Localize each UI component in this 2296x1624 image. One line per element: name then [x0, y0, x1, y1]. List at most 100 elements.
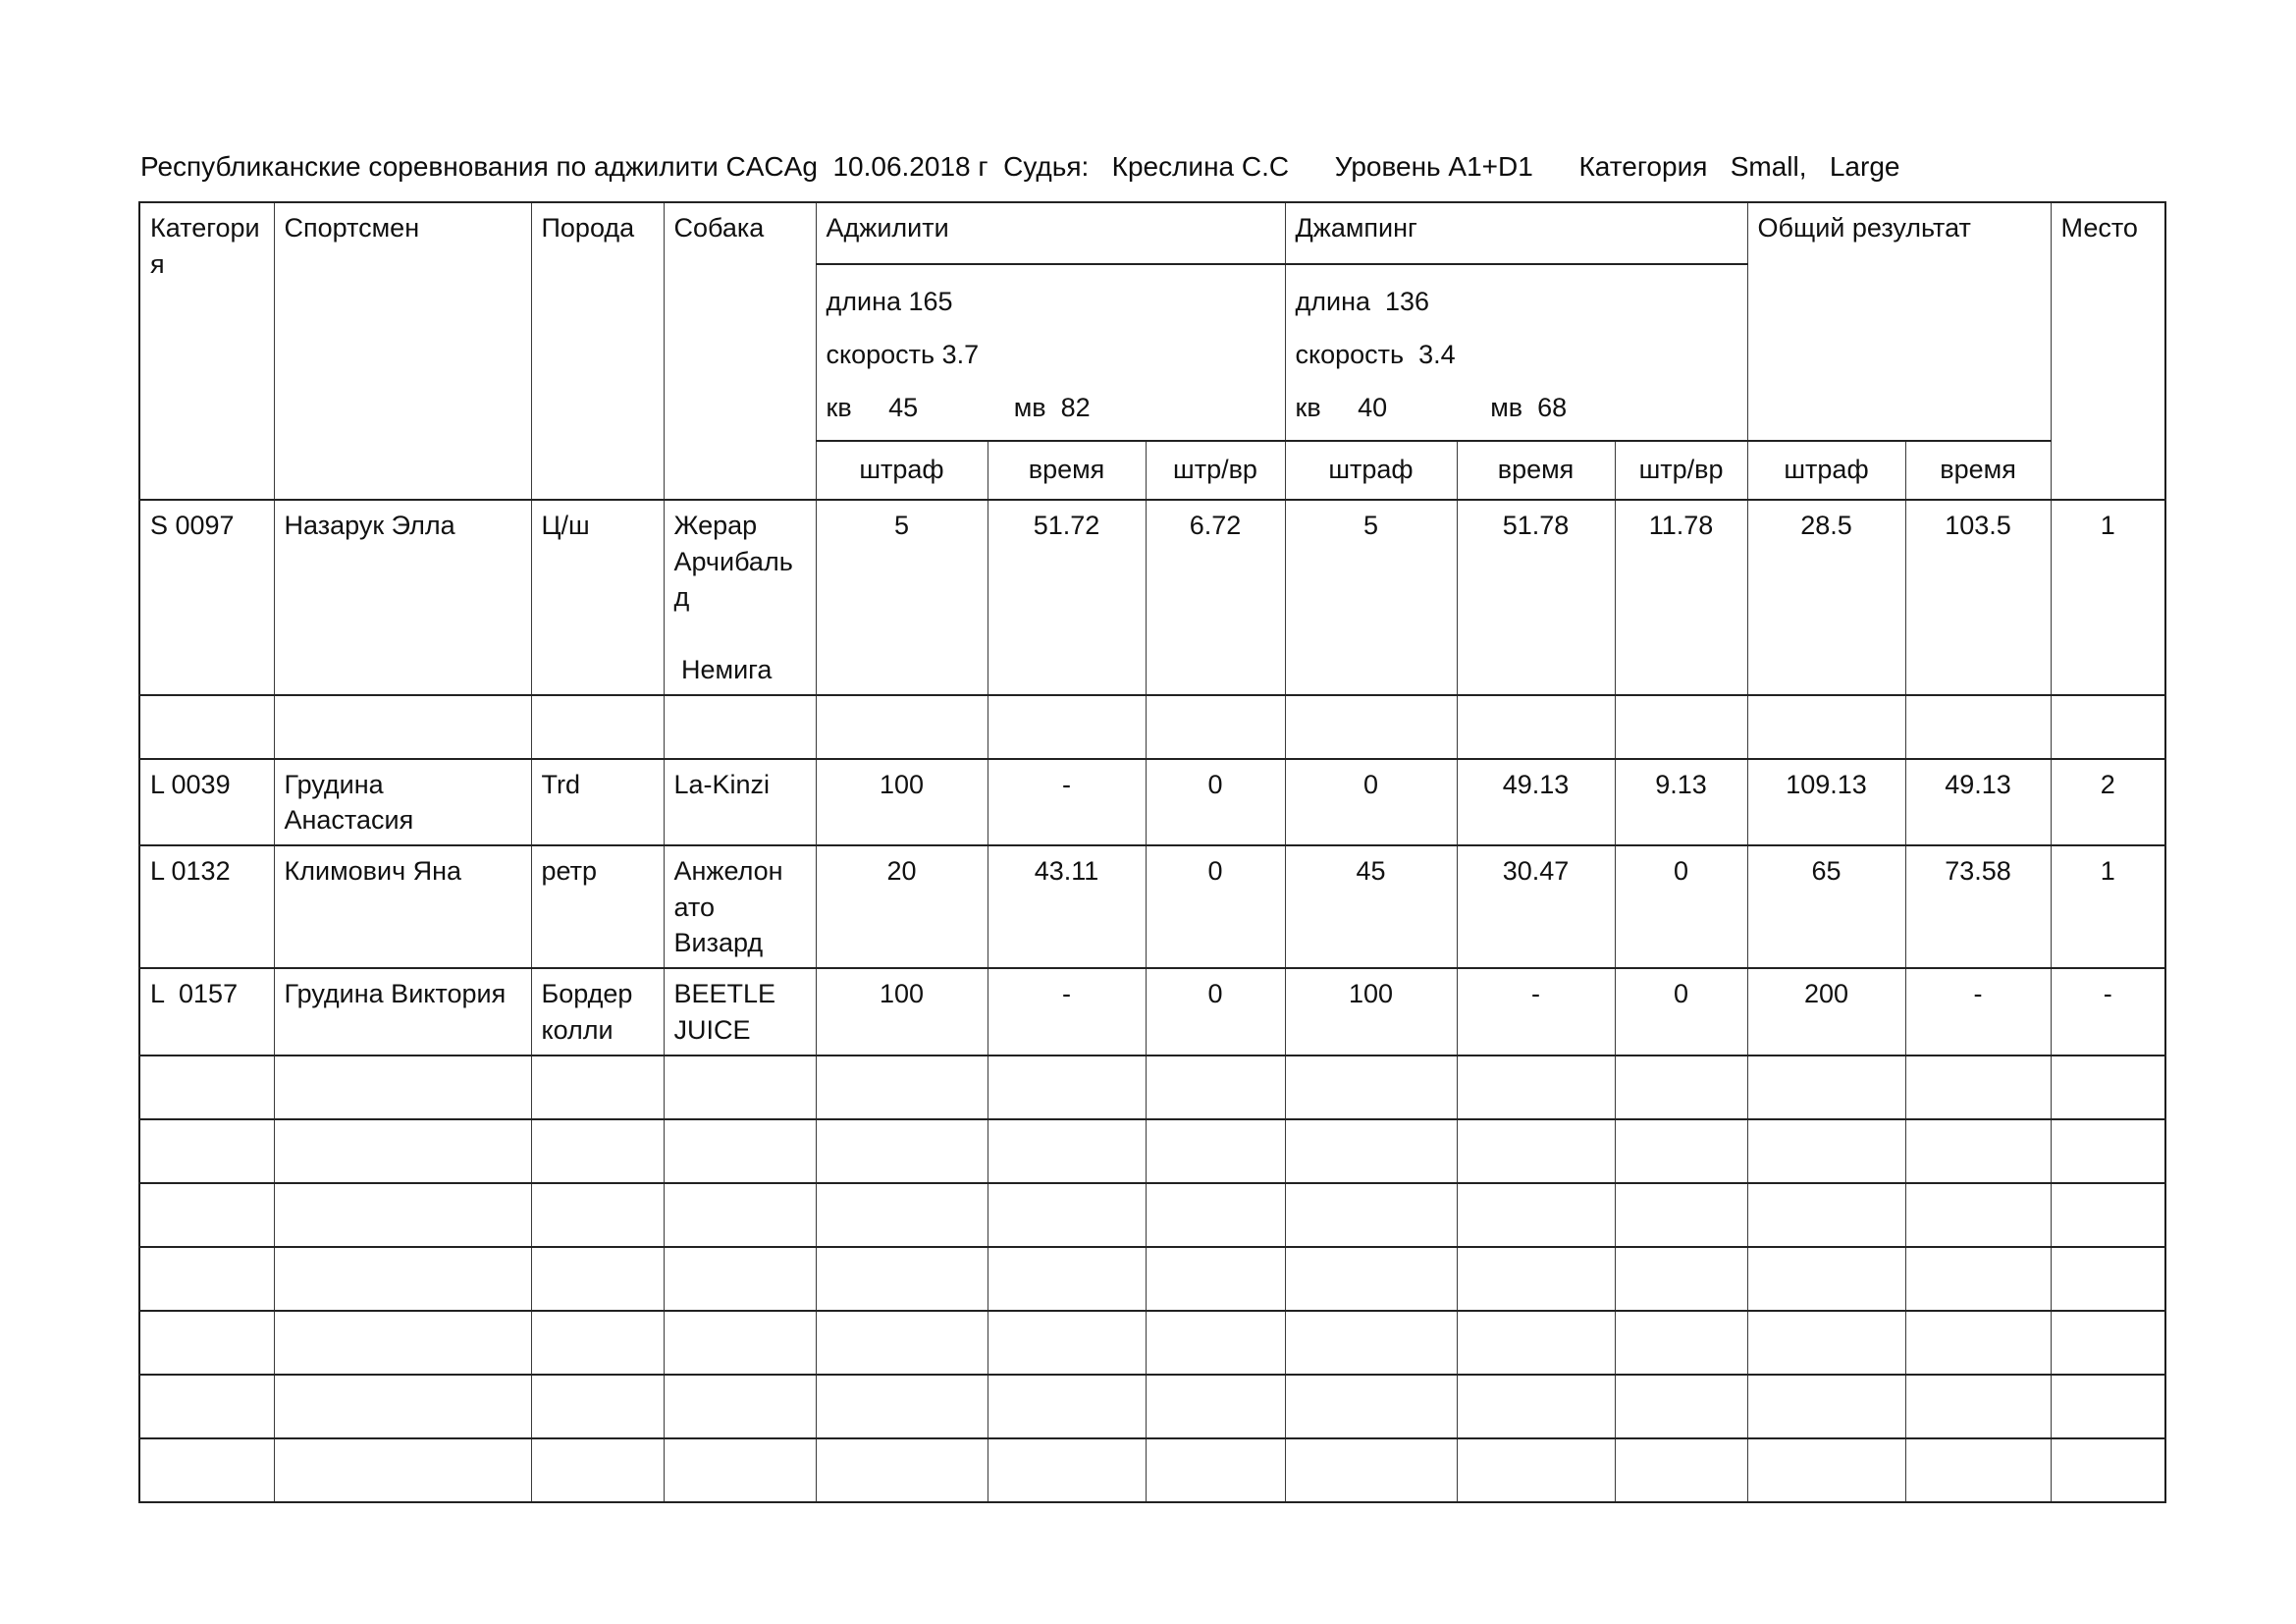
cell-jumping-time: 51.78 [1456, 499, 1616, 696]
subheader-jumping-penalty: штраф [1284, 440, 1458, 501]
results-table: Категория Спортсмен Порода Собака Аджили… [138, 201, 2167, 1503]
cell-dog: La-Kinzi [663, 757, 817, 847]
header-category: Категория [138, 201, 275, 501]
cell-dog: BEETLE JUICE [663, 967, 817, 1056]
cell-place [2050, 1054, 2166, 1120]
cell-agility-penalty [815, 693, 988, 760]
cell-dog [663, 693, 817, 760]
cell-breed: Ц/ш [530, 499, 665, 696]
cell-total-penalty: 65 [1746, 844, 1906, 970]
cell-total-penalty [1746, 1181, 1906, 1248]
cell-agility-time: 43.11 [987, 844, 1147, 970]
header-row-subcolumns: штраф время штр/вр штраф время штр/вр шт… [139, 440, 2165, 501]
cell-agility-penalty [815, 1181, 988, 1248]
cell-jumping-penalty [1284, 1373, 1458, 1439]
cell-category [138, 1054, 275, 1120]
table-row [138, 1117, 2166, 1184]
cell-agility-penalty [815, 1117, 988, 1184]
cell-jumping-time [1456, 1373, 1616, 1439]
cell-dog [663, 1181, 817, 1248]
cell-jumping-ptime: 11.78 [1614, 499, 1748, 696]
cell-jumping-ptime [1614, 1309, 1748, 1376]
table-row: L 0157 Грудина Виктория Бордер колли BEETLE… [138, 967, 2166, 1056]
cell-agility-penalty [815, 1436, 988, 1503]
cell-total-penalty [1746, 1117, 1906, 1184]
cell-jumping-time [1456, 693, 1616, 760]
cell-agility-time [987, 1373, 1147, 1439]
cell-jumping-time [1456, 1245, 1616, 1312]
cell-jumping-penalty: 5 [1284, 499, 1458, 696]
cell-category: L 0132 [138, 844, 275, 970]
cell-category [138, 1117, 275, 1184]
table-body: S 0097 Назарук Элла Ц/ш Жерар Арчибальд Нем… [138, 499, 2166, 1503]
cell-jumping-time: 49.13 [1456, 757, 1616, 847]
header-agility: Аджилити [815, 201, 1286, 265]
cell-agility-time: - [987, 757, 1147, 847]
cell-total-time [1904, 1181, 2052, 1248]
cell-total-time [1904, 1436, 2052, 1503]
header-row-groups: Категория Спортсмен Порода Собака Аджили… [138, 201, 2166, 501]
cell-total-penalty [1746, 1054, 1906, 1120]
cell-jumping-penalty: 0 [1284, 757, 1458, 847]
cell-agility-ptime [1145, 1309, 1286, 1376]
table-row [138, 1054, 2166, 1120]
table-row [138, 1181, 2166, 1248]
cell-place [2050, 1373, 2166, 1439]
cell-dog: Анжелонато Визард [663, 844, 817, 970]
cell-agility-ptime: 0 [1145, 757, 1286, 847]
cell-jumping-penalty [1284, 1117, 1458, 1184]
table-row: S 0097 Назарук Элла Ц/ш Жерар Арчибальд Нем… [138, 499, 2166, 696]
cell-jumping-ptime [1614, 1117, 1748, 1184]
table-row [138, 693, 2166, 760]
cell-jumping-ptime: 0 [1614, 967, 1748, 1056]
cell-agility-ptime: 0 [1145, 844, 1286, 970]
agility-course-info: длина 165 скорость 3.7 кв 45 мв 82 [815, 263, 1286, 442]
cell-category [138, 1309, 275, 1376]
cell-jumping-ptime: 9.13 [1614, 757, 1748, 847]
cell-total-penalty [1746, 693, 1906, 760]
header-breed: Порода [530, 201, 665, 501]
jumping-course-info: длина 136 скорость 3.4 кв 40 мв 68 [1284, 263, 1748, 442]
cell-breed [530, 1117, 665, 1184]
cell-breed: Trd [530, 757, 665, 847]
cell-agility-penalty: 20 [815, 844, 988, 970]
table-row [138, 1245, 2166, 1312]
subheader-jumping-time: время [1456, 440, 1616, 501]
cell-breed: ретр [530, 844, 665, 970]
cell-breed [530, 1054, 665, 1120]
cell-athlete [273, 1054, 532, 1120]
cell-category: L 0039 [138, 757, 275, 847]
cell-agility-time [987, 1117, 1147, 1184]
table-row [138, 1309, 2166, 1376]
header-dog: Собака [663, 201, 817, 501]
cell-total-penalty [1746, 1373, 1906, 1439]
cell-category [138, 1436, 275, 1503]
cell-jumping-ptime [1614, 1181, 1748, 1248]
subheader-jumping-ptime: штр/вр [1614, 440, 1748, 501]
cell-category [138, 1245, 275, 1312]
cell-breed [530, 1181, 665, 1248]
cell-breed [530, 693, 665, 760]
cell-agility-ptime: 6.72 [1145, 499, 1286, 696]
cell-category [138, 693, 275, 760]
table-row [138, 1436, 2166, 1503]
cell-agility-time [987, 1181, 1147, 1248]
cell-total-time [1904, 1245, 2052, 1312]
cell-jumping-ptime [1614, 693, 1748, 760]
cell-total-time: 103.5 [1904, 499, 2052, 696]
cell-athlete: Грудина Виктория [273, 967, 532, 1056]
cell-agility-ptime [1145, 1245, 1286, 1312]
cell-jumping-time [1456, 1054, 1616, 1120]
cell-agility-ptime [1145, 1117, 1286, 1184]
cell-place: 1 [2050, 499, 2166, 696]
table-row: L 0132 Климович Яна ретр Анжелонато Визард 2… [138, 844, 2166, 970]
cell-breed [530, 1245, 665, 1312]
header-row-course-info: длина 165 скорость 3.7 кв 45 мв 82 длина… [139, 263, 2165, 442]
cell-jumping-time [1456, 1309, 1616, 1376]
cell-total-time: 73.58 [1904, 844, 2052, 970]
cell-athlete: Назарук Элла [273, 499, 532, 696]
cell-total-time [1904, 1117, 2052, 1184]
cell-category [138, 1373, 275, 1439]
cell-athlete [273, 1309, 532, 1376]
